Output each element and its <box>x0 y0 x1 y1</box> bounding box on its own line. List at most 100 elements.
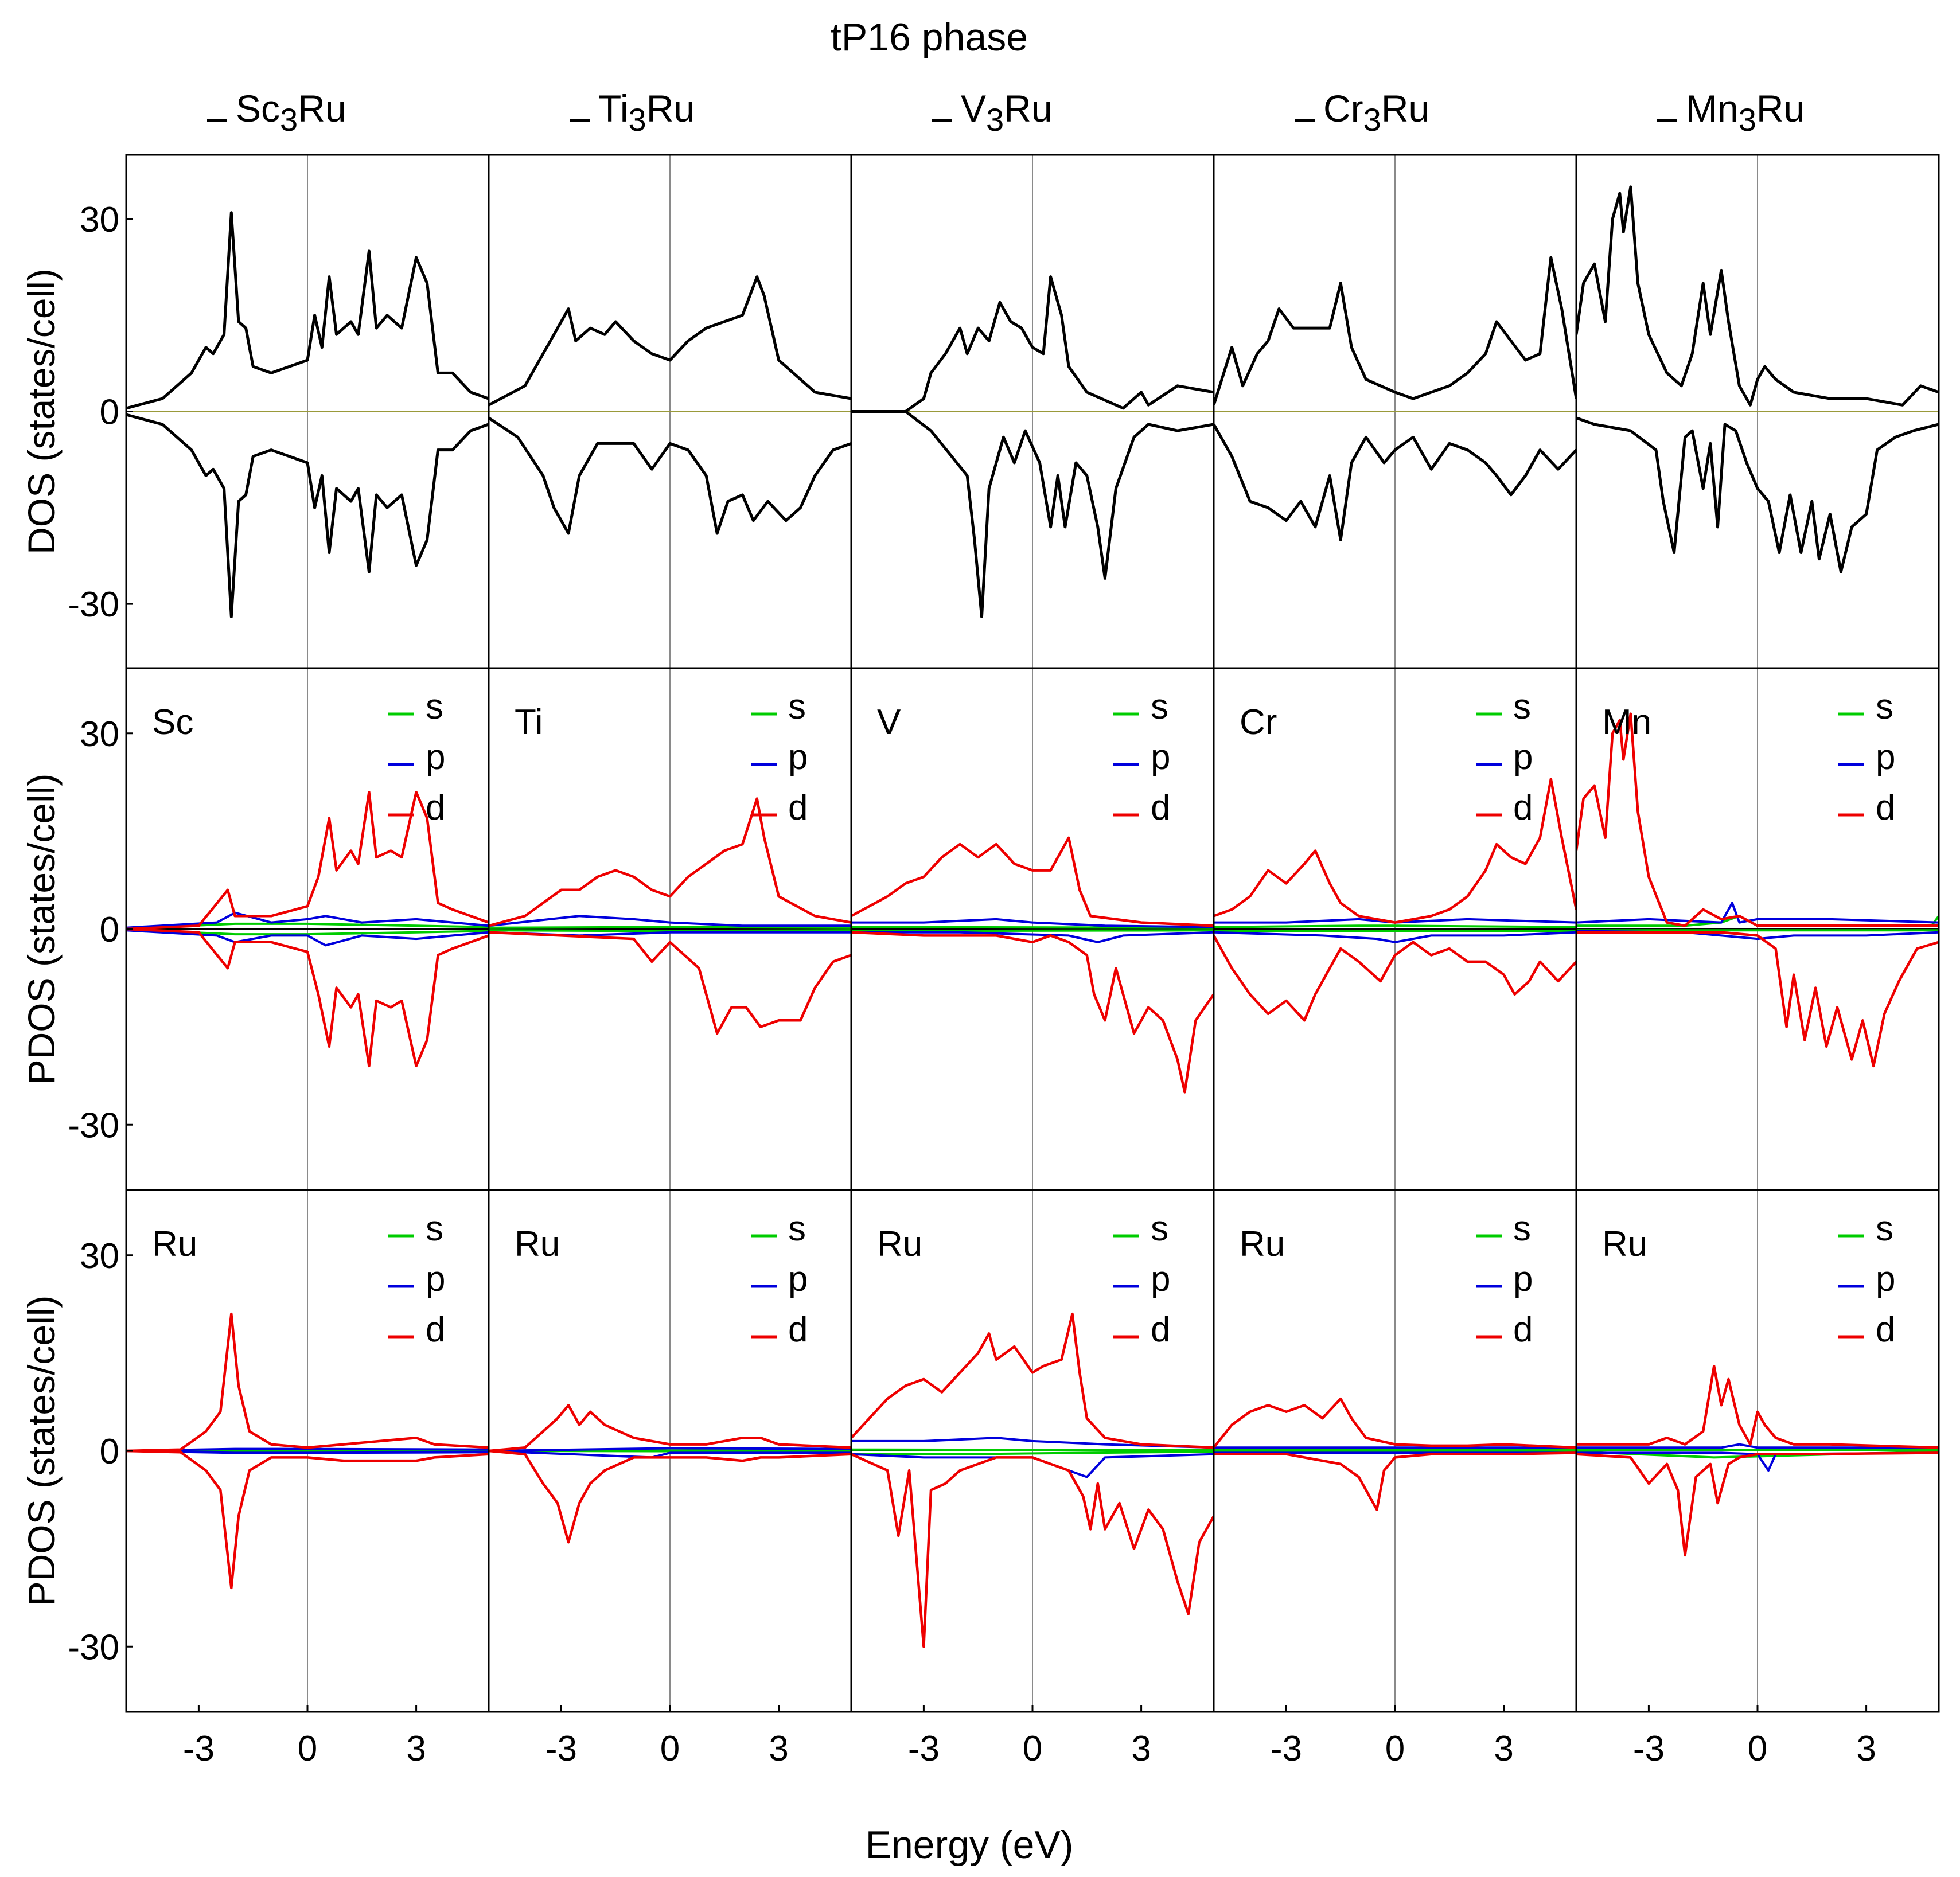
p-pdos-curve-down <box>489 1450 851 1459</box>
legend-label-d: d <box>1151 1310 1170 1349</box>
legend-label-d: d <box>1513 1310 1533 1349</box>
column-header: V3Ru <box>932 87 1053 138</box>
subplot: Ti spd <box>488 667 852 1191</box>
s-pdos-curve-up <box>851 926 1214 929</box>
x-tick-label: 0 <box>298 1729 317 1769</box>
panel-element-label: Ru <box>515 1224 560 1264</box>
y-tick-label: -30 <box>68 1106 119 1145</box>
d-pdos-curve-down <box>126 927 489 1068</box>
figure-title: tP16 phase <box>831 15 1028 59</box>
legend: spd <box>1476 687 1533 828</box>
series-group <box>1576 712 1939 1068</box>
s-pdos-curve-down <box>489 929 851 932</box>
d-pdos-curve-up <box>489 797 851 927</box>
subplot: Ru spd -3 0 3 <box>1575 1189 1940 1769</box>
s-pdos-curve-up <box>489 926 851 929</box>
panel-element-label: Ru <box>1240 1224 1285 1264</box>
s-pdos-curve-down <box>851 929 1214 932</box>
y-axis-label: PDOS (states/cell) <box>20 774 63 1085</box>
legend-label-s: s <box>1876 687 1893 727</box>
legend-label-p: p <box>1151 1259 1170 1299</box>
p-pdos-curve-up <box>851 1437 1214 1449</box>
y-axis-label: DOS (states/cell) <box>20 268 63 555</box>
column-header: Ti3Ru <box>570 87 695 138</box>
d-pdos-curve-up <box>851 1312 1214 1449</box>
legend-label-d: d <box>1151 788 1170 828</box>
d-pdos-curve-up <box>1214 1397 1576 1449</box>
legend-label-p: p <box>1151 737 1170 777</box>
series-group <box>126 1312 489 1590</box>
subplot <box>1575 154 1940 669</box>
series-group <box>851 836 1214 1094</box>
subplot: Cr spd <box>1213 667 1577 1191</box>
legend-label-d: d <box>1876 788 1895 828</box>
column-header: Sc3Ru <box>207 87 346 138</box>
legend-label-p: p <box>426 1259 445 1299</box>
legend-label-d: d <box>788 788 808 828</box>
p-pdos-curve-up <box>1576 1443 1939 1449</box>
series-group <box>851 275 1214 618</box>
panel-element-label: Sc <box>152 703 193 742</box>
total-dos-curve-up <box>126 211 489 410</box>
subplot <box>1213 154 1577 669</box>
x-tick-label: 0 <box>1385 1729 1405 1769</box>
column-header: Cr3Ru <box>1295 87 1429 138</box>
legend-label-s: s <box>1513 687 1531 727</box>
p-pdos-curve-up <box>489 1447 851 1452</box>
series-group <box>1214 1397 1576 1511</box>
subplot: Sc spd 30 0 -30 <box>68 667 490 1191</box>
compound-label: Ti3Ru <box>598 87 695 138</box>
y-tick-label: 30 <box>80 200 119 240</box>
subplot: Mn spd <box>1575 667 1940 1191</box>
legend-label-s: s <box>426 1209 443 1248</box>
x-tick-label: -3 <box>1633 1729 1665 1769</box>
y-tick-label: 30 <box>80 1236 119 1276</box>
panel-element-label: Ru <box>152 1224 197 1264</box>
x-tick-label: 3 <box>1131 1729 1151 1769</box>
p-pdos-curve-up <box>851 918 1214 928</box>
legend-label-p: p <box>426 737 445 777</box>
legend-label-p: p <box>788 737 808 777</box>
legend: spd <box>1838 687 1895 828</box>
s-pdos-curve-down <box>851 1450 1214 1455</box>
d-pdos-curve-down <box>489 931 851 1035</box>
x-tick-label: 3 <box>406 1729 426 1769</box>
d-pdos-curve-down <box>1214 935 1576 1022</box>
d-pdos-curve-down <box>1576 1451 1939 1557</box>
legend-label-s: s <box>788 1209 806 1248</box>
subplot <box>850 154 1215 669</box>
total-dos-curve-up <box>1214 256 1576 406</box>
total-dos-curve-up <box>851 275 1214 413</box>
panel-element-label: V <box>877 703 901 742</box>
p-pdos-curve-up <box>126 911 489 929</box>
series-group <box>126 790 489 1068</box>
compound-label: Mn3Ru <box>1686 87 1805 138</box>
panel-element-label: Ru <box>877 1224 922 1264</box>
d-pdos-curve-up <box>126 790 489 931</box>
panel-element-label: Cr <box>1240 703 1277 742</box>
legend-label-p: p <box>1876 1259 1895 1299</box>
total-dos-curve-down <box>126 413 489 618</box>
total-dos-curve-down <box>1576 416 1939 573</box>
d-pdos-curve-down <box>851 931 1214 1094</box>
x-tick-label: 0 <box>1748 1729 1767 1769</box>
legend-label-d: d <box>426 788 445 828</box>
y-tick-label: 0 <box>100 910 119 950</box>
series-group <box>489 797 851 1035</box>
x-axis-label: Energy (eV) <box>866 1823 1074 1867</box>
compound-label: Cr3Ru <box>1323 87 1429 138</box>
legend-label-d: d <box>426 1310 445 1349</box>
p-pdos-curve-down <box>1214 931 1576 943</box>
x-tick-label: -3 <box>1271 1729 1302 1769</box>
legend: spd <box>388 1209 445 1349</box>
legend: spd <box>751 1209 808 1349</box>
panel-element-label: Mn <box>1602 703 1651 742</box>
x-tick-label: -3 <box>908 1729 940 1769</box>
series-group <box>1576 185 1939 573</box>
series-group <box>1214 778 1576 1022</box>
total-dos-curve-down <box>489 416 851 535</box>
subplot <box>488 154 852 669</box>
legend: spd <box>1113 1209 1170 1349</box>
